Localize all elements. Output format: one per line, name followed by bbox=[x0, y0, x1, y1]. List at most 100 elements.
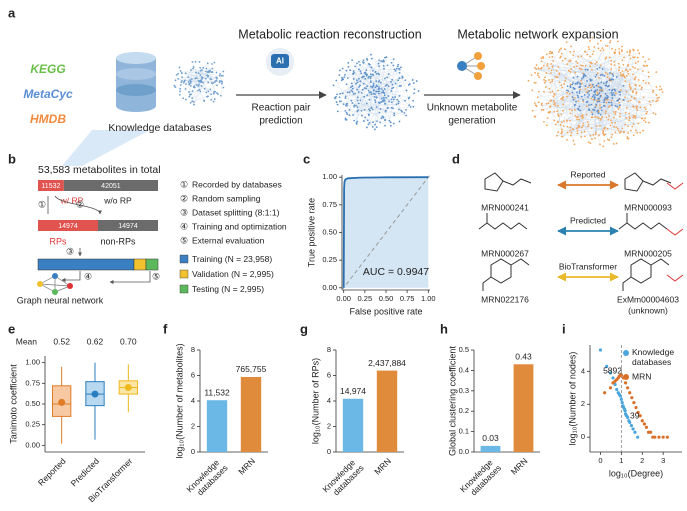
network-node bbox=[370, 57, 373, 60]
network-node bbox=[576, 118, 578, 121]
molecule bbox=[482, 258, 530, 291]
network-node bbox=[597, 76, 600, 79]
network-node bbox=[198, 61, 201, 63]
network-edge bbox=[398, 64, 411, 108]
network-node bbox=[375, 96, 378, 99]
network-node bbox=[553, 103, 555, 106]
network-node bbox=[622, 99, 625, 101]
network-node bbox=[599, 49, 602, 52]
network-edge bbox=[580, 68, 610, 90]
point bbox=[631, 427, 635, 431]
network-node bbox=[580, 82, 583, 85]
network-node bbox=[622, 74, 624, 77]
network-blob bbox=[527, 36, 664, 148]
network-node bbox=[345, 103, 348, 106]
network-node bbox=[379, 121, 382, 124]
network-node bbox=[576, 75, 579, 78]
network-node bbox=[554, 75, 557, 78]
network-node bbox=[385, 96, 388, 99]
network-node bbox=[652, 99, 654, 102]
network-node bbox=[380, 60, 383, 62]
network-node bbox=[573, 104, 576, 107]
network-node bbox=[610, 119, 612, 122]
network-node bbox=[546, 64, 549, 67]
network-node bbox=[351, 90, 354, 93]
network-node bbox=[584, 50, 587, 53]
network-node bbox=[548, 79, 550, 81]
acid-group bbox=[666, 182, 684, 190]
network-node bbox=[365, 87, 367, 90]
network-node bbox=[568, 60, 570, 63]
network-node bbox=[596, 100, 599, 103]
network-node bbox=[551, 80, 554, 83]
network-node bbox=[609, 124, 612, 127]
network-edge bbox=[557, 100, 618, 123]
network-node bbox=[366, 94, 369, 97]
network-node bbox=[363, 95, 366, 98]
network-node bbox=[381, 60, 384, 63]
network-node bbox=[634, 76, 637, 79]
network-node bbox=[345, 83, 348, 86]
step-number: ① bbox=[180, 179, 188, 189]
network-node bbox=[629, 86, 632, 89]
network-node bbox=[646, 110, 649, 113]
network-node bbox=[375, 72, 378, 75]
y-tick-label: 1.00 bbox=[322, 172, 337, 181]
network-edge bbox=[604, 40, 611, 101]
network-node bbox=[353, 119, 356, 122]
network-node bbox=[594, 133, 597, 136]
network-node bbox=[567, 90, 570, 92]
network-node bbox=[338, 74, 341, 76]
network-node bbox=[209, 77, 212, 80]
network-edge bbox=[574, 78, 583, 98]
network-node bbox=[614, 48, 617, 51]
network-node bbox=[365, 69, 368, 72]
network-edge bbox=[550, 51, 559, 65]
mean-label: 0.62 bbox=[87, 336, 104, 346]
network-node bbox=[216, 77, 218, 80]
network-node bbox=[354, 92, 357, 95]
x-tick-label: 1.00 bbox=[421, 294, 436, 303]
network-node bbox=[590, 111, 593, 114]
network-node bbox=[655, 100, 658, 103]
network-node bbox=[384, 110, 387, 113]
network-node bbox=[563, 48, 566, 51]
network-node bbox=[367, 113, 370, 116]
network-node bbox=[595, 104, 598, 107]
network-node bbox=[566, 63, 569, 66]
network-edge bbox=[195, 72, 201, 81]
network-node bbox=[610, 68, 613, 70]
network-edge bbox=[371, 93, 399, 104]
legend-label: Validation (N = 2,995) bbox=[192, 269, 274, 279]
network-node bbox=[184, 88, 187, 90]
network-node bbox=[390, 98, 393, 101]
network-edge bbox=[193, 71, 210, 105]
network-node bbox=[569, 68, 572, 70]
network-node bbox=[620, 49, 623, 52]
network-node bbox=[629, 50, 631, 53]
network-edge bbox=[198, 73, 214, 102]
network-node bbox=[412, 99, 414, 102]
x-tick-label: 2 bbox=[640, 456, 644, 465]
network-node bbox=[368, 91, 371, 94]
network-node bbox=[586, 121, 589, 123]
network-edge bbox=[552, 66, 559, 116]
network-node bbox=[638, 84, 641, 87]
network-node bbox=[543, 81, 546, 84]
network-edge bbox=[561, 118, 599, 137]
network-node bbox=[604, 93, 607, 95]
network-node bbox=[596, 94, 598, 97]
acid-group bbox=[666, 274, 684, 282]
network-node bbox=[352, 78, 355, 80]
network-edge bbox=[561, 97, 658, 100]
network-node bbox=[219, 79, 221, 82]
ring bbox=[630, 258, 652, 284]
network-node bbox=[355, 104, 357, 107]
network-edge bbox=[384, 62, 392, 90]
network-node bbox=[553, 119, 556, 122]
network-edge bbox=[353, 73, 388, 78]
network-node bbox=[638, 52, 641, 55]
network-edge bbox=[582, 65, 596, 98]
network-node bbox=[629, 51, 631, 54]
